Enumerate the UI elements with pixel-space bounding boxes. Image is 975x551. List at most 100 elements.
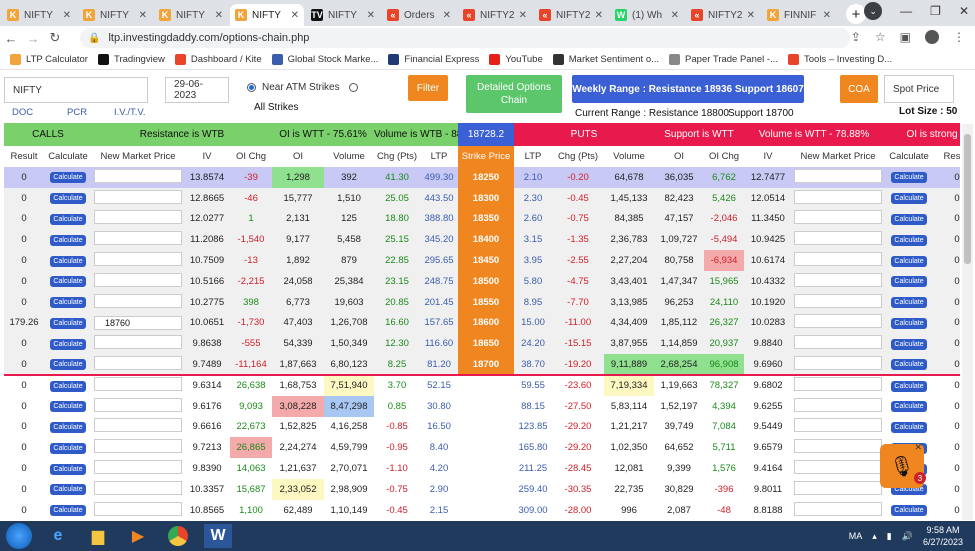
share-icon[interactable]: ⇪	[850, 30, 861, 44]
tab-close-icon[interactable]: ✕	[670, 9, 679, 21]
tab-close-icon[interactable]: ✕	[822, 9, 831, 21]
new-market-price-input[interactable]: 18760	[94, 315, 182, 330]
new-market-price-input[interactable]	[794, 501, 882, 516]
new-market-price-input[interactable]	[794, 460, 882, 475]
browser-tab[interactable]: « Orders ✕	[382, 4, 456, 26]
calculate-button[interactable]: Calculate	[50, 297, 86, 309]
browser-tab[interactable]: K FINNIF ✕	[762, 4, 836, 26]
file-explorer-icon[interactable]: ▆	[91, 528, 105, 545]
calculate-button[interactable]: Calculate	[891, 255, 927, 267]
voice-assistant-button[interactable]: 🎙 ✕ 3	[880, 442, 926, 488]
new-market-price-input[interactable]	[794, 335, 882, 350]
new-market-price-input[interactable]	[94, 460, 182, 475]
calculate-button[interactable]: Calculate	[891, 213, 927, 225]
bookmark-item[interactable]: Tools – Investing D...	[788, 54, 892, 65]
media-player-icon[interactable]: ▶	[131, 528, 145, 545]
calculate-button[interactable]: Calculate	[50, 234, 86, 246]
calculate-button[interactable]: Calculate	[50, 317, 86, 329]
system-clock[interactable]: 9:58 AM 6/27/2023	[922, 525, 963, 547]
browser-tab[interactable]: « NIFTY2 ✕	[534, 4, 608, 26]
tray-arrow-icon[interactable]: ▴	[872, 530, 877, 541]
all-strikes-radio-dot[interactable]	[348, 83, 358, 92]
calculate-button[interactable]: Calculate	[50, 338, 86, 350]
calculate-button[interactable]: Calculate	[891, 172, 927, 184]
ie-icon[interactable]: e	[53, 527, 63, 544]
calculate-button[interactable]: Calculate	[50, 172, 86, 184]
new-market-price-input[interactable]	[794, 272, 882, 287]
maximize-button[interactable]: ❐	[930, 4, 941, 18]
browser-tab[interactable]: K NIFTY ✕	[230, 4, 304, 26]
calculate-button[interactable]: Calculate	[50, 193, 86, 205]
back-icon[interactable]: ←	[4, 30, 18, 46]
weekly-range-button[interactable]: Weekly Range : Resistance 18936 Support …	[572, 75, 804, 103]
calculate-button[interactable]: Calculate	[891, 193, 927, 205]
scrollbar-thumb[interactable]	[964, 134, 971, 264]
calculate-button[interactable]: Calculate	[50, 421, 86, 433]
calculate-button[interactable]: Calculate	[50, 442, 86, 454]
expiry-date-field[interactable]: 29-06-2023	[165, 77, 229, 103]
calculate-button[interactable]: Calculate	[891, 505, 927, 517]
calculate-button[interactable]: Calculate	[891, 338, 927, 350]
bookmark-star-icon[interactable]: ☆	[874, 30, 886, 44]
browser-tab[interactable]: K NIFTY ✕	[154, 4, 228, 26]
new-market-price-input[interactable]	[94, 377, 182, 392]
bookmark-item[interactable]: Financial Express	[388, 54, 479, 65]
new-market-price-input[interactable]	[794, 293, 882, 308]
tab-close-icon[interactable]: ✕	[366, 9, 375, 21]
doc-link[interactable]: DOC	[12, 107, 34, 118]
forward-icon[interactable]: →	[26, 30, 40, 46]
page-scrollbar[interactable]	[962, 124, 973, 520]
detailed-options-chain-button[interactable]: Detailed Options Chain	[466, 75, 562, 113]
browser-tab[interactable]: « NIFTY2 ✕	[458, 4, 532, 26]
language-indicator[interactable]: MA	[848, 531, 863, 541]
new-market-price-input[interactable]	[94, 189, 182, 204]
calculate-button[interactable]: Calculate	[891, 297, 927, 309]
bookmark-item[interactable]: Tradingview	[97, 54, 165, 65]
tab-close-icon[interactable]: ✕	[290, 9, 299, 21]
calculate-button[interactable]: Calculate	[50, 463, 86, 475]
symbol-select[interactable]: NIFTY	[4, 77, 148, 103]
new-market-price-input[interactable]	[94, 335, 182, 350]
word-icon[interactable]: W	[204, 524, 232, 548]
browser-tab[interactable]: K NIFTY ✕	[78, 4, 152, 26]
network-icon[interactable]: ▮	[886, 530, 892, 541]
new-market-price-input[interactable]	[794, 210, 882, 225]
new-market-price-input[interactable]	[794, 168, 882, 183]
tab-close-icon[interactable]: ✕	[442, 9, 451, 21]
bookmark-item[interactable]: Paper Trade Panel -...	[669, 54, 778, 65]
calculate-button[interactable]: Calculate	[50, 401, 86, 413]
new-market-price-input[interactable]	[94, 355, 182, 370]
sidebar-icon[interactable]: ▣	[899, 30, 911, 44]
new-market-price-input[interactable]	[794, 355, 882, 370]
new-market-price-input[interactable]	[794, 252, 882, 267]
minimize-button[interactable]: —	[900, 4, 913, 18]
calculate-button[interactable]: Calculate	[50, 359, 86, 371]
calculate-button[interactable]: Calculate	[891, 484, 927, 496]
new-market-price-input[interactable]	[94, 168, 182, 183]
calculate-button[interactable]: Calculate	[891, 359, 927, 371]
new-market-price-input[interactable]	[94, 272, 182, 287]
calculate-button[interactable]: Calculate	[50, 213, 86, 225]
calculate-button[interactable]: Calculate	[891, 317, 927, 329]
close-window-button[interactable]: ✕	[958, 4, 969, 18]
new-market-price-input[interactable]	[794, 377, 882, 392]
bookmark-item[interactable]: LTP Calculator	[10, 54, 88, 65]
spot-price-input[interactable]: Spot Price	[884, 75, 954, 103]
tab-close-icon[interactable]: ✕	[62, 9, 71, 21]
calculate-button[interactable]: Calculate	[891, 276, 927, 288]
pcr-link[interactable]: PCR	[67, 107, 88, 118]
new-market-price-input[interactable]	[94, 293, 182, 308]
new-market-price-input[interactable]	[794, 397, 882, 412]
chrome-icon[interactable]	[158, 521, 198, 551]
calculate-button[interactable]: Calculate	[50, 484, 86, 496]
profile-avatar[interactable]	[925, 30, 939, 44]
calculate-button[interactable]: Calculate	[50, 255, 86, 267]
new-market-price-input[interactable]	[94, 480, 182, 495]
new-market-price-input[interactable]	[94, 210, 182, 225]
browser-tab[interactable]: TV NIFTY ✕	[306, 4, 380, 26]
browser-tab[interactable]: W (1) Wh ✕	[610, 4, 684, 26]
tab-close-icon[interactable]: ✕	[518, 9, 527, 21]
calculate-button[interactable]: Calculate	[891, 380, 927, 392]
volume-icon[interactable]: 🔊	[901, 530, 913, 541]
new-market-price-input[interactable]	[94, 501, 182, 516]
